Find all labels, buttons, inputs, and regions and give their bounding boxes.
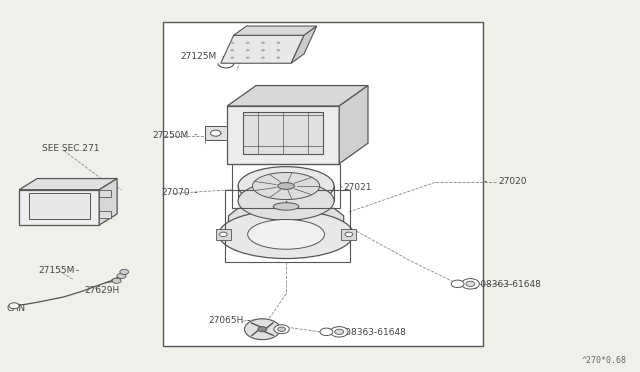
Ellipse shape <box>238 167 334 205</box>
Circle shape <box>261 57 265 59</box>
Circle shape <box>261 42 265 44</box>
Ellipse shape <box>252 173 320 199</box>
Text: ^270*0.68: ^270*0.68 <box>582 356 627 365</box>
Text: -: - <box>194 188 197 197</box>
Polygon shape <box>99 211 111 218</box>
Circle shape <box>9 303 19 309</box>
Text: -: - <box>222 52 228 61</box>
Text: CAN: CAN <box>6 304 26 313</box>
Circle shape <box>461 279 479 289</box>
Circle shape <box>330 327 348 337</box>
Text: Ⓢ 08363-61648: Ⓢ 08363-61648 <box>472 279 541 288</box>
Circle shape <box>246 42 250 44</box>
Ellipse shape <box>238 182 334 220</box>
Polygon shape <box>99 190 111 197</box>
Polygon shape <box>227 86 368 106</box>
Text: 27250M: 27250M <box>152 131 189 140</box>
Polygon shape <box>221 35 304 63</box>
Polygon shape <box>205 126 227 140</box>
Circle shape <box>278 327 285 331</box>
Ellipse shape <box>248 219 324 249</box>
Circle shape <box>244 319 280 340</box>
Bar <box>232 164 340 208</box>
Circle shape <box>335 329 344 334</box>
Polygon shape <box>228 208 344 240</box>
Text: -: - <box>76 266 79 275</box>
Circle shape <box>230 49 234 51</box>
Polygon shape <box>227 106 339 164</box>
Text: 27629H: 27629H <box>84 286 120 295</box>
Circle shape <box>276 49 280 51</box>
Bar <box>243 112 323 154</box>
Circle shape <box>261 49 265 51</box>
Circle shape <box>230 57 234 59</box>
Text: 27125M: 27125M <box>180 52 217 61</box>
Text: 27070: 27070 <box>161 188 190 197</box>
Circle shape <box>246 57 250 59</box>
Circle shape <box>345 232 353 237</box>
Circle shape <box>274 325 289 334</box>
Circle shape <box>112 278 121 283</box>
Polygon shape <box>339 86 368 164</box>
Polygon shape <box>19 190 99 225</box>
Circle shape <box>466 281 475 286</box>
Polygon shape <box>341 229 356 240</box>
Circle shape <box>451 280 464 288</box>
Text: 27155M: 27155M <box>38 266 75 275</box>
Circle shape <box>276 42 280 44</box>
Text: -: - <box>247 316 250 325</box>
Text: -: - <box>483 177 486 186</box>
Circle shape <box>120 269 129 275</box>
Circle shape <box>117 273 126 279</box>
Circle shape <box>211 130 221 136</box>
Ellipse shape <box>273 203 299 210</box>
Polygon shape <box>216 229 231 240</box>
Text: -: - <box>194 131 197 140</box>
Ellipse shape <box>219 210 353 259</box>
Text: Ⓢ 08363-61648: Ⓢ 08363-61648 <box>337 327 406 336</box>
Polygon shape <box>99 179 117 225</box>
Circle shape <box>220 232 227 237</box>
Circle shape <box>276 57 280 59</box>
Circle shape <box>258 327 267 332</box>
Text: 27020: 27020 <box>498 177 527 186</box>
Polygon shape <box>234 26 317 35</box>
Polygon shape <box>19 179 117 190</box>
Circle shape <box>246 49 250 51</box>
Bar <box>29 193 90 219</box>
Text: 27021: 27021 <box>344 183 372 192</box>
Text: SEE SEC.271: SEE SEC.271 <box>42 144 99 153</box>
Circle shape <box>320 328 333 336</box>
Bar <box>163 22 483 346</box>
Bar <box>225 190 350 262</box>
Text: 27065H: 27065H <box>209 316 244 325</box>
Circle shape <box>230 42 234 44</box>
Ellipse shape <box>278 183 294 189</box>
Polygon shape <box>291 26 317 63</box>
